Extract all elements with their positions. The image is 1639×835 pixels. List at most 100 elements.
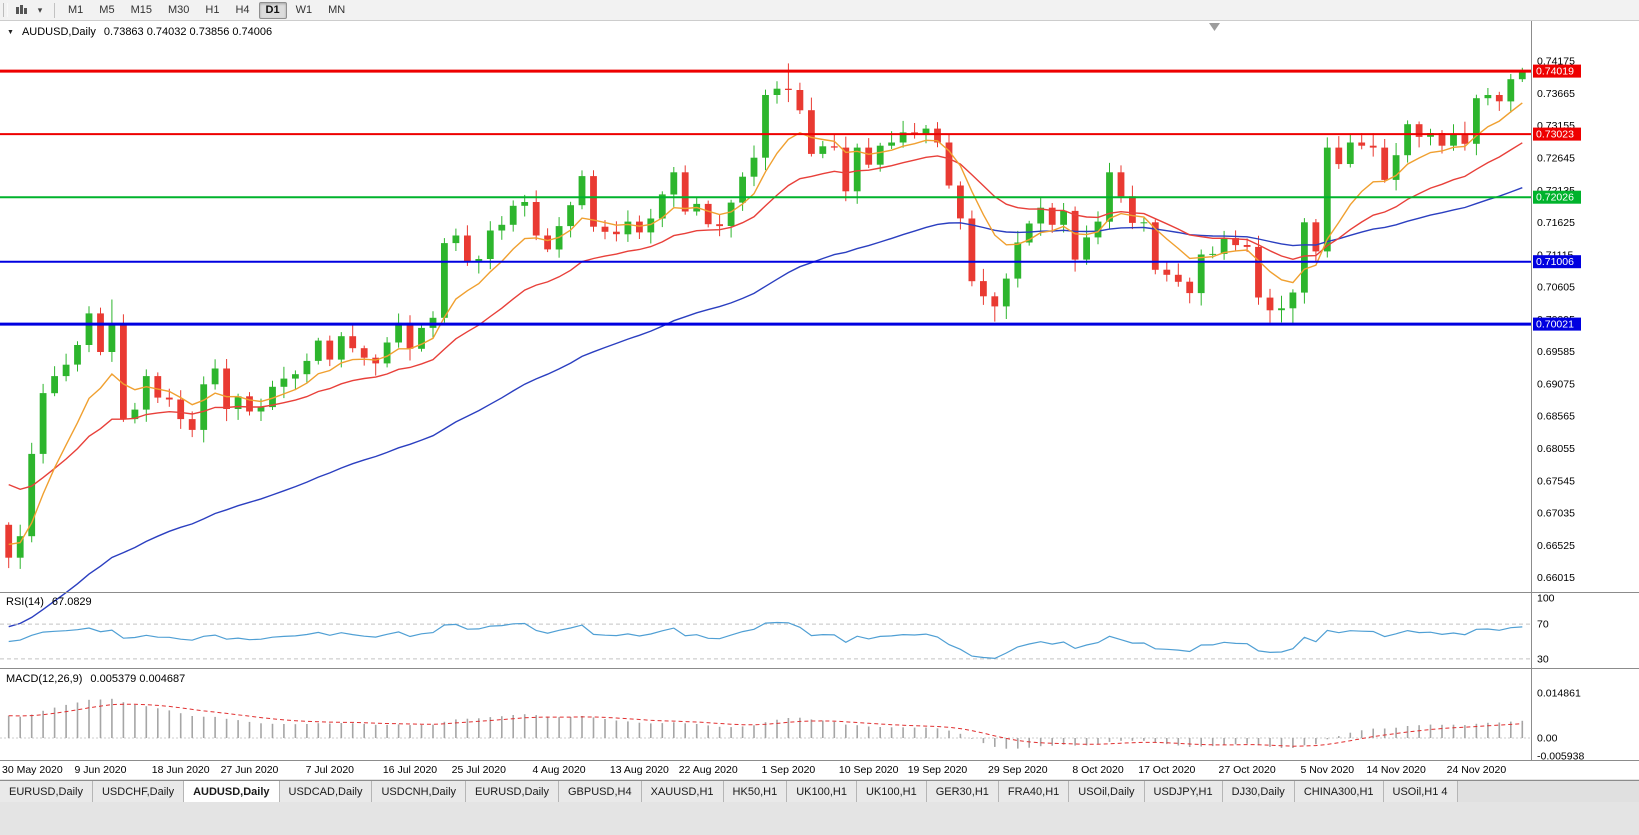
axis-price-badge [1533,64,1581,78]
ma-line-8 [8,102,1523,546]
price-tick-label: 0.70605 [1537,282,1575,294]
axis-price-badge [1533,190,1581,204]
chart-tab-eurusd-daily[interactable]: EURUSD,Daily [466,781,559,802]
axis-price-badge-label: 0.72026 [1536,192,1574,204]
macd-signal-line [8,703,1523,747]
chart-tab-gbpusd-h4[interactable]: GBPUSD,H4 [559,781,642,802]
axis-price-badge [1533,127,1581,141]
price-tick-label: 0.68565 [1537,411,1575,423]
chart-tab-usdcnh-daily[interactable]: USDCNH,Daily [372,781,467,802]
timeframe-button-group: M1 M5 M15 M30 H1 H4 D1 W1 MN [60,1,353,19]
date-label: 1 Sep 2020 [762,764,816,776]
date-label: 13 Aug 2020 [610,764,669,776]
price-axis[interactable]: 0.741750.736650.731550.726450.721350.716… [1533,56,1584,763]
price-tick-label: 0.67545 [1537,475,1575,487]
chart-tabs-bar: EURUSD,Daily USDCHF,Daily AUDUSD,Daily USDC… [0,780,1639,802]
price-tick-label: 0.66525 [1537,540,1575,552]
chart-tab-usoil-h1-4[interactable]: USOil,H1 4 [1383,781,1458,802]
chart-tab-ger30-h1[interactable]: GER30,H1 [926,781,999,802]
date-label: 8 Oct 2020 [1072,764,1124,776]
price-tick-label: 0.68055 [1537,443,1575,455]
price-tick-label: 0.69585 [1537,346,1575,358]
chart-tab-uk100-h1[interactable]: UK100,H1 [856,781,927,802]
chart-tab-eurusd-daily[interactable]: EURUSD,Daily [0,781,93,802]
timeframe-button-D1[interactable]: D1 [258,1,287,19]
date-label: 27 Oct 2020 [1218,764,1275,776]
timeframe-button-M30[interactable]: M30 [161,2,196,19]
macd-axis-label: 0.014861 [1537,688,1581,700]
chart-ohlc-values: 0.73863 0.74032 0.73856 0.74006 [103,26,273,38]
date-label: 25 Jul 2020 [452,764,506,776]
date-label: 9 Jun 2020 [75,764,127,776]
candlestick-chart-icon[interactable] [12,2,31,19]
price-tick-label: 0.71625 [1537,217,1575,229]
rsi-line [8,621,1523,660]
ma-line-21 [8,142,1523,491]
rsi-axis-label: 30 [1537,653,1549,665]
rsi-header: RSI(14) 67.0829 [6,596,92,608]
macd-histogram [7,698,1524,749]
price-tick-label: 0.67035 [1537,508,1575,520]
date-label: 10 Sep 2020 [839,764,899,776]
price-tick-label: 0.69075 [1537,379,1575,391]
chart-tab-audusd-daily[interactable]: AUDUSD,Daily [184,781,280,802]
axis-price-badge [1533,317,1581,331]
chart-shift-icon[interactable] [1209,23,1220,31]
price-tick-label: 0.66015 [1537,572,1575,584]
chart-tab-china300-h1[interactable]: CHINA300,H1 [1294,781,1384,802]
axis-price-badge-label: 0.71006 [1536,256,1574,268]
rsi-axis-label: 70 [1537,619,1549,631]
chart-tab-hk50-h1[interactable]: HK50,H1 [723,781,788,802]
toolbar-separator [54,2,55,18]
macd-label: MACD(12,26,9) [6,673,83,685]
time-axis[interactable]: 30 May 2020 9 Jun 2020 18 Jun 2020 27 Jun 2… [2,764,1506,776]
chart-tab-usdjpy-h1[interactable]: USDJPY,H1 [1144,781,1223,802]
chart-tab-usdchf-daily[interactable]: USDCHF,Daily [92,781,185,802]
price-tick-label: 0.73665 [1537,88,1575,100]
date-label: 18 Jun 2020 [152,764,210,776]
date-label: 5 Nov 2020 [1300,764,1354,776]
rsi-label: RSI(14) [6,596,44,608]
chart-tab-uk100-h1[interactable]: UK100,H1 [787,781,857,802]
timeframe-button-W1[interactable]: W1 [289,2,320,19]
chart-tab-dj30-daily[interactable]: DJ30,Daily [1222,781,1295,802]
chevron-down-icon[interactable]: ▾ [31,2,49,19]
date-label: 27 Jun 2020 [221,764,279,776]
chart-title: ▼ AUDUSD,Daily 0.73863 0.74032 0.73856 0… [7,26,272,38]
macd-values: 0.005379 0.004687 [90,673,186,685]
price-tick-label: 0.72645 [1537,153,1575,165]
timeframe-button-MN[interactable]: MN [321,2,352,19]
toolbar-grip[interactable] [3,3,8,17]
date-label: 29 Sep 2020 [988,764,1048,776]
ma-line-55 [8,187,1523,628]
timeframe-button-H1[interactable]: H1 [198,2,226,19]
date-label: 30 May 2020 [2,764,63,776]
axis-price-badge-label: 0.73023 [1536,129,1574,141]
date-label: 14 Nov 2020 [1366,764,1426,776]
timeframe-button-M15[interactable]: M15 [124,2,159,19]
rsi-value: 67.0829 [51,596,92,608]
rsi-axis-label: 100 [1537,593,1555,605]
chart-tab-usdcad-daily[interactable]: USDCAD,Daily [279,781,373,802]
chart-tab-usoil-daily[interactable]: USOil,Daily [1069,781,1145,802]
timeframe-button-H4[interactable]: H4 [228,2,256,19]
date-label: 4 Aug 2020 [533,764,586,776]
timeframe-button-M1[interactable]: M1 [61,2,90,19]
date-label: 24 Nov 2020 [1447,764,1507,776]
date-label: 7 Jul 2020 [306,764,355,776]
date-label: 16 Jul 2020 [383,764,437,776]
axis-price-badge [1533,255,1581,269]
date-label: 17 Oct 2020 [1138,764,1195,776]
macd-header: MACD(12,26,9) 0.005379 0.004687 [6,673,185,685]
triangle-down-icon[interactable]: ▼ [7,28,14,36]
axis-price-badge-label: 0.70021 [1536,319,1574,331]
timeframe-toolbar: ▾ M1 M5 M15 M30 H1 H4 D1 W1 MN [0,0,1639,21]
timeframe-button-M5[interactable]: M5 [92,2,121,19]
date-label: 19 Sep 2020 [908,764,968,776]
axis-price-badge-label: 0.74019 [1536,66,1574,78]
chart-tab-xauusd-h1[interactable]: XAUUSD,H1 [641,781,724,802]
candlestick-glyph [16,4,27,14]
chart-tab-fra40-h1[interactable]: FRA40,H1 [998,781,1070,802]
macd-axis-label: 0.00 [1537,733,1558,745]
